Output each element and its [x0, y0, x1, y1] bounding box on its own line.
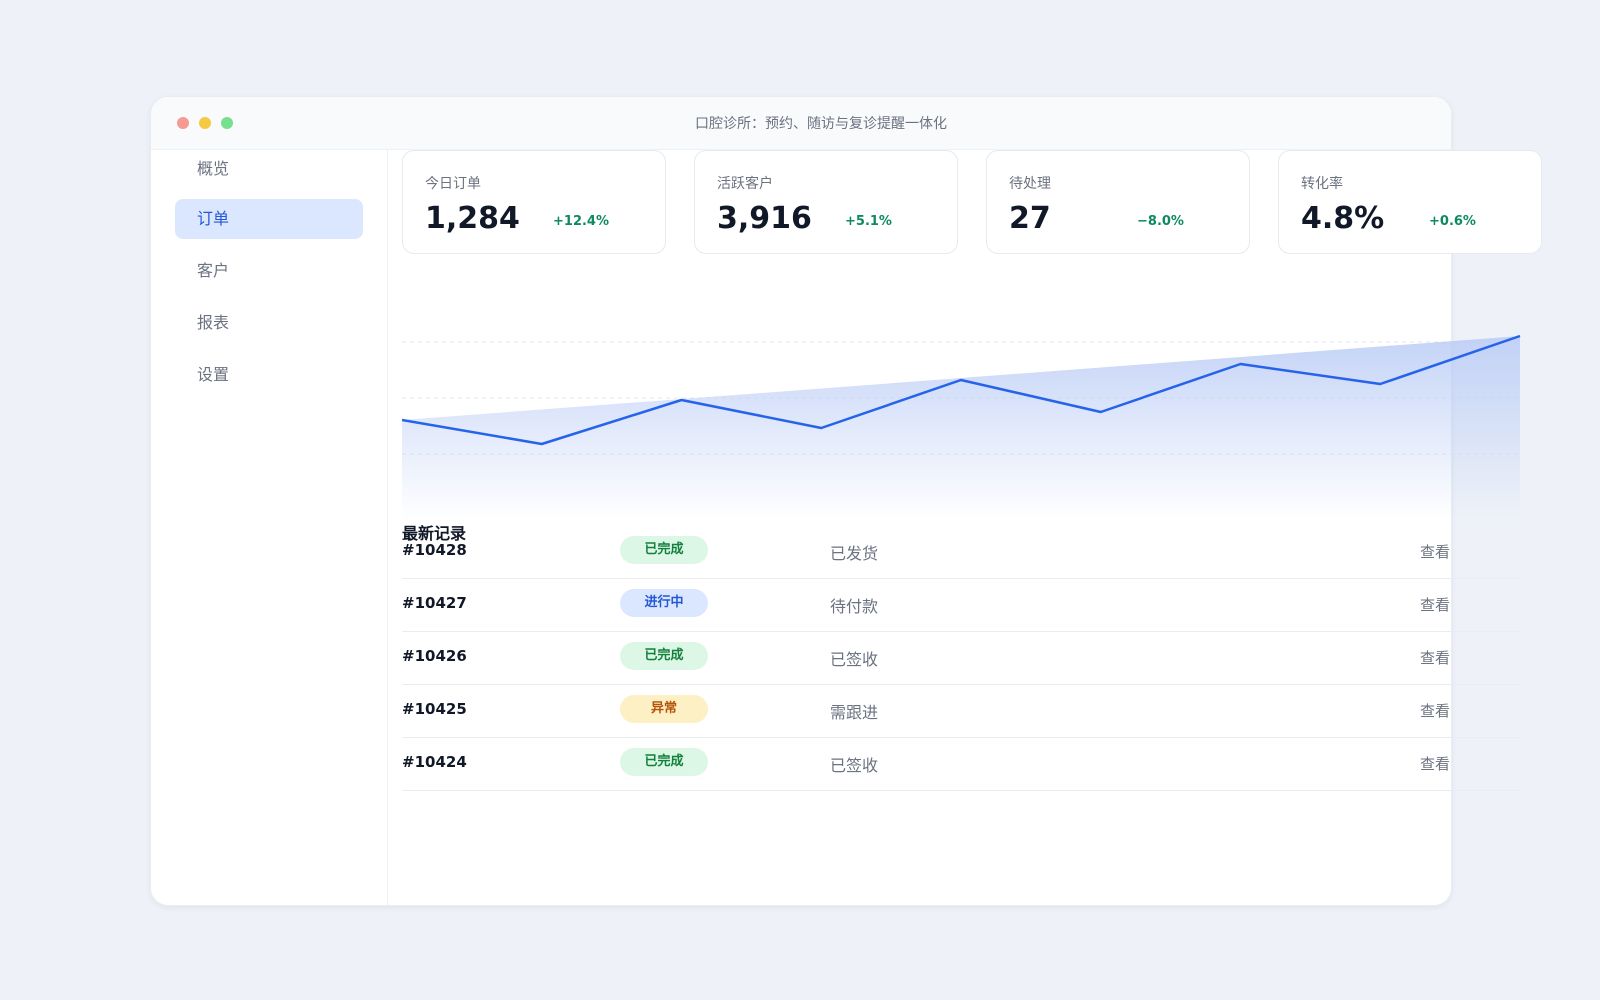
order-note: 待付款 [830, 597, 879, 616]
kpi-delta: −8.0% [1137, 214, 1184, 229]
kpi-delta: +5.1% [845, 214, 892, 229]
order-id: #10424 [402, 753, 467, 771]
kpi-value: 3,916 [717, 201, 812, 236]
view-link[interactable]: 查看 [1420, 649, 1451, 667]
sidebar-item-settings[interactable]: 设置 [197, 365, 230, 384]
order-id: #10427 [402, 594, 467, 612]
kpi-card-customers: 活跃客户 3,916 +5.1% [694, 150, 958, 254]
view-link[interactable]: 查看 [1420, 702, 1451, 720]
status-badge: 进行中 [620, 589, 708, 617]
order-note: 已签收 [830, 756, 879, 775]
kpi-delta: +12.4% [553, 214, 609, 229]
kpi-value: 4.8% [1301, 201, 1385, 236]
table-row[interactable]: #10428 已完成 已发货 查看 [402, 526, 1520, 579]
window-title: 口腔诊所：预约、随访与复诊提醒一体化 [695, 116, 947, 132]
kpi-card-pending: 待处理 27 −8.0% [986, 150, 1250, 254]
kpi-card-conversion: 转化率 4.8% +0.6% [1278, 150, 1542, 254]
trend-chart [402, 334, 1521, 520]
kpi-label: 活跃客户 [717, 176, 773, 192]
sidebar-item-orders[interactable]: 订单 [175, 199, 363, 239]
chart-area-fill [402, 336, 1520, 520]
view-link[interactable]: 查看 [1420, 543, 1451, 561]
view-link[interactable]: 查看 [1420, 755, 1451, 773]
kpi-label: 待处理 [1009, 176, 1051, 192]
order-note: 已发货 [830, 544, 879, 563]
minimize-window-button[interactable] [199, 117, 211, 129]
sidebar-item-customers[interactable]: 客户 [197, 261, 230, 280]
kpi-label: 今日订单 [425, 176, 481, 192]
title-bar: 口腔诊所：预约、随访与复诊提醒一体化 [151, 97, 1451, 150]
kpi-card-orders: 今日订单 1,284 +12.4% [402, 150, 666, 254]
order-id: #10426 [402, 647, 467, 665]
sidebar: 概览 订单 客户 报表 设置 [151, 149, 388, 905]
table-row[interactable]: #10426 已完成 已签收 查看 [402, 632, 1520, 685]
order-note: 已签收 [830, 650, 879, 669]
status-badge: 异常 [620, 695, 708, 723]
records-title: 最新记录 [402, 524, 467, 543]
status-badge: 已完成 [620, 642, 708, 670]
order-note: 需跟进 [830, 703, 879, 722]
close-window-button[interactable] [177, 117, 189, 129]
records-table: #10428 已完成 已发货 查看 #10427 进行中 待付款 查看 #104… [402, 526, 1520, 791]
maximize-window-button[interactable] [221, 117, 233, 129]
series-line [402, 334, 1521, 446]
kpi-value: 27 [1009, 201, 1051, 236]
order-id: #10428 [402, 541, 467, 559]
sidebar-item-overview[interactable]: 概览 [197, 159, 230, 178]
table-row[interactable]: #10424 已完成 已签收 查看 [402, 738, 1520, 791]
sidebar-item-reports[interactable]: 报表 [197, 313, 230, 332]
status-badge: 已完成 [620, 536, 708, 564]
table-row[interactable]: #10425 异常 需跟进 查看 [402, 685, 1520, 738]
kpi-value: 1,284 [425, 201, 520, 236]
view-link[interactable]: 查看 [1420, 596, 1451, 614]
table-row[interactable]: #10427 进行中 待付款 查看 [402, 579, 1520, 632]
order-id: #10425 [402, 700, 467, 718]
kpi-delta: +0.6% [1429, 214, 1476, 229]
status-badge: 已完成 [620, 748, 708, 776]
kpi-label: 转化率 [1301, 176, 1343, 192]
